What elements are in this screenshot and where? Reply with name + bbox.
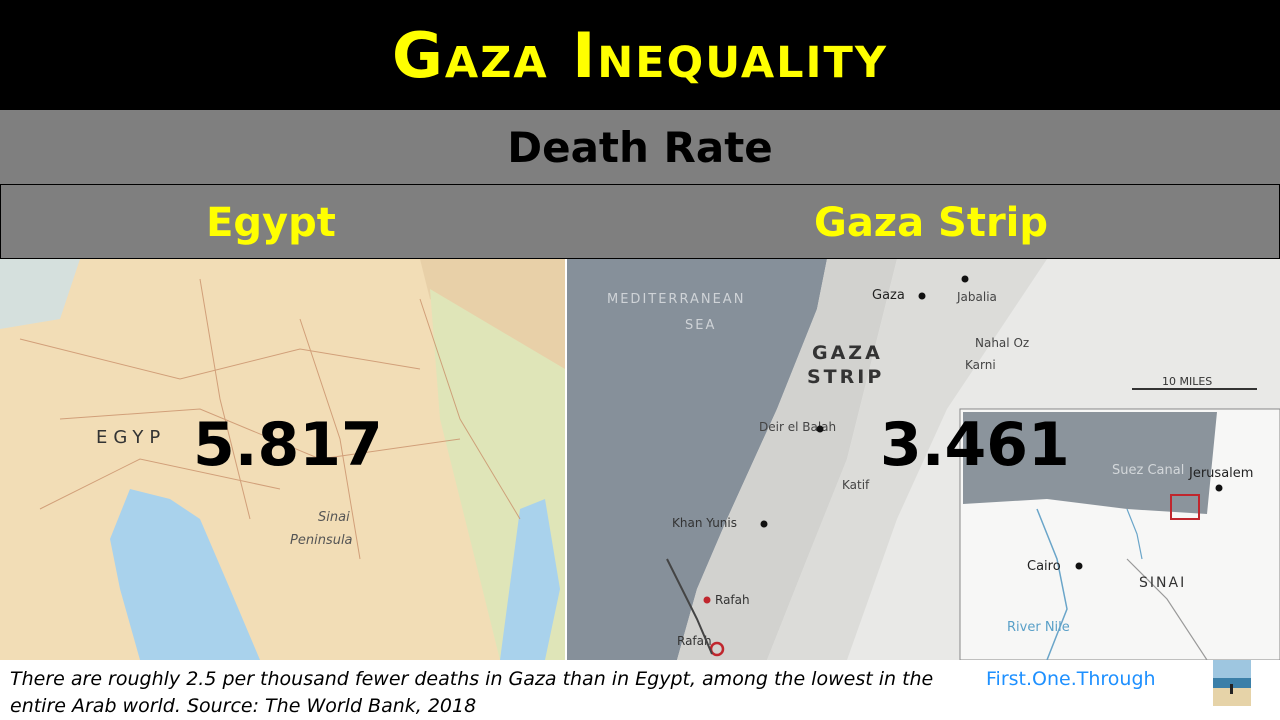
brand-link[interactable]: First.One.Through xyxy=(986,668,1156,690)
gaza-heading: Gaza Strip xyxy=(813,199,1049,246)
sea-label-2: SEA xyxy=(685,318,716,333)
slide-subtitle: Death Rate xyxy=(507,122,773,172)
footer: There are roughly 2.5 per thousand fewer… xyxy=(0,660,1280,720)
place-gaza: Gaza xyxy=(872,288,905,303)
place-khan-yunis: Khan Yunis xyxy=(672,516,737,530)
sinai-label: Sinai xyxy=(318,510,350,525)
egypt-map: EGYP Sinai Peninsula xyxy=(0,259,565,660)
suez-canal-label: Suez Canal xyxy=(1112,463,1184,478)
title-bar: Gaza Inequality xyxy=(0,0,1280,110)
place-jabalia: Jabalia xyxy=(956,290,997,304)
slide-title: Gaza Inequality xyxy=(392,18,888,92)
place-deir-el-balah: Deir el Balah xyxy=(759,420,836,434)
beach-photo-thumbnail xyxy=(1213,660,1251,706)
gaza-strip-label: GAZA xyxy=(812,342,883,364)
jerusalem-label: Jerusalem xyxy=(1188,466,1253,481)
cairo-label: Cairo xyxy=(1027,559,1061,574)
column-header-row: Egypt Gaza Strip xyxy=(0,184,1280,259)
source-caption: There are roughly 2.5 per thousand fewer… xyxy=(10,668,934,717)
place-rafah: Rafah xyxy=(715,593,750,607)
egypt-heading: Egypt xyxy=(206,199,336,246)
river-nile-label: River Nile xyxy=(1007,620,1070,635)
gaza-death-rate: 3.461 xyxy=(880,410,1070,480)
place-katif: Katif xyxy=(842,478,870,492)
egypt-map-label: EGYP xyxy=(96,427,166,448)
sea-label: MEDITERRANEAN xyxy=(607,292,745,307)
inset-map: Suez Canal Jerusalem Cairo SINAI River N… xyxy=(959,408,1280,660)
place-rafah-2: Rafah xyxy=(677,634,712,648)
peninsula-label: Peninsula xyxy=(290,533,353,548)
subtitle-bar: Death Rate xyxy=(0,110,1280,184)
sinai-inset-label: SINAI xyxy=(1139,575,1186,591)
gaza-strip-label-2: STRIP xyxy=(807,366,884,388)
place-karni: Karni xyxy=(965,358,996,372)
place-nahal-oz: Nahal Oz xyxy=(975,336,1029,350)
egypt-death-rate: 5.817 xyxy=(193,410,383,480)
gaza-map: MEDITERRANEAN SEA GAZA STRIP Gaza Jabali… xyxy=(567,259,1280,660)
scale-label: 10 MILES xyxy=(1162,375,1212,388)
